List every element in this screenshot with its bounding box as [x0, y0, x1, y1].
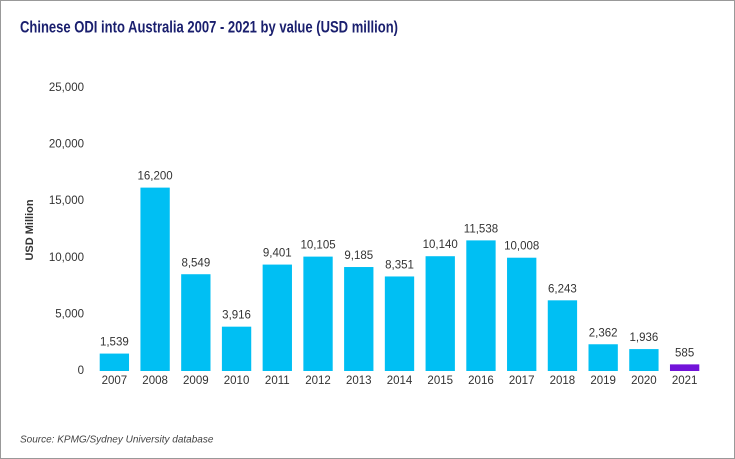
value-label: 3,916 — [222, 310, 251, 322]
x-tick-label: 2012 — [305, 375, 331, 387]
x-tick-label: 2016 — [468, 375, 494, 387]
bar — [547, 300, 578, 371]
value-label: 11,538 — [464, 223, 498, 235]
y-tick-label: 5,000 — [55, 308, 84, 320]
value-label: 585 — [675, 347, 694, 359]
bar — [669, 364, 700, 371]
x-tick-label: 2018 — [550, 375, 576, 387]
bar — [140, 187, 170, 371]
value-label: 6,243 — [548, 283, 577, 295]
y-axis-label: USD Million — [24, 199, 36, 260]
value-label: 9,185 — [344, 250, 373, 262]
x-tick-label: 2011 — [265, 375, 290, 387]
x-tick-label: 2014 — [387, 375, 413, 387]
x-tick-label: 2015 — [427, 375, 453, 387]
bar — [588, 344, 618, 371]
x-tick-label: 2010 — [224, 375, 250, 387]
bar — [466, 240, 496, 371]
bar — [99, 353, 130, 371]
value-label: 8,549 — [181, 257, 210, 269]
chart-title: Chinese ODI into Australia 2007 - 2021 b… — [20, 17, 398, 36]
value-label: 10,008 — [504, 241, 539, 253]
x-tick-label: 2017 — [509, 375, 535, 387]
x-tick-label: 2019 — [590, 375, 616, 387]
bar — [303, 256, 333, 371]
value-label: 9,401 — [263, 248, 292, 260]
source: Source: KPMG/Sydney University database — [20, 435, 214, 446]
value-label: 8,351 — [385, 259, 414, 271]
value-label: 16,200 — [138, 171, 173, 183]
value-label: 1,539 — [100, 337, 129, 349]
y-tick-label: 25,000 — [49, 82, 84, 94]
bar — [221, 326, 252, 371]
bar — [425, 256, 455, 371]
bar — [181, 274, 211, 371]
bar — [507, 257, 537, 371]
bar — [262, 264, 292, 371]
y-tick-label: 15,000 — [49, 195, 84, 207]
x-tick-label: 2008 — [142, 375, 168, 387]
value-label: 10,140 — [423, 239, 458, 251]
y-tick-label: 20,000 — [49, 139, 84, 151]
y-tick-label: 10,000 — [49, 252, 84, 264]
x-tick-label: 2009 — [183, 375, 209, 387]
y-tick-label: 0 — [78, 365, 84, 377]
bar — [629, 349, 659, 371]
value-label: 1,936 — [630, 332, 659, 344]
value-label: 2,362 — [589, 327, 618, 339]
value-label: 10,105 — [300, 240, 335, 252]
x-tick-label: 2013 — [346, 375, 372, 387]
x-tick-label: 2020 — [631, 375, 657, 387]
bar — [384, 276, 415, 371]
x-tick-label: 2007 — [102, 375, 128, 387]
x-tick-label: 2021 — [672, 375, 698, 387]
bar — [344, 267, 374, 371]
